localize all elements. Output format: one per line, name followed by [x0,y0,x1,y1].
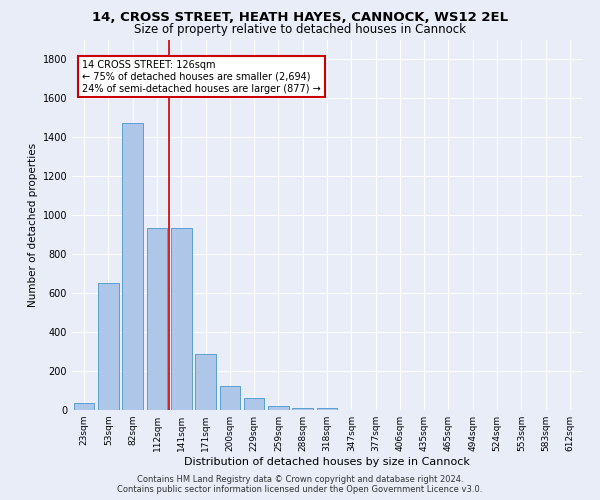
Bar [268,406,289,410]
Bar [220,386,240,410]
Text: Contains HM Land Registry data © Crown copyright and database right 2024.
Contai: Contains HM Land Registry data © Crown c… [118,474,482,494]
Bar [317,408,337,410]
X-axis label: Distribution of detached houses by size in Cannock: Distribution of detached houses by size … [184,457,470,467]
Bar [122,123,143,410]
Text: Size of property relative to detached houses in Cannock: Size of property relative to detached ho… [134,22,466,36]
Bar [146,228,167,410]
Bar [244,398,265,410]
Bar [74,402,94,410]
Text: 14 CROSS STREET: 126sqm
← 75% of detached houses are smaller (2,694)
24% of semi: 14 CROSS STREET: 126sqm ← 75% of detache… [82,60,321,94]
Bar [171,228,191,410]
Bar [98,284,119,410]
Bar [292,408,313,410]
Y-axis label: Number of detached properties: Number of detached properties [28,143,38,307]
Text: 14, CROSS STREET, HEATH HAYES, CANNOCK, WS12 2EL: 14, CROSS STREET, HEATH HAYES, CANNOCK, … [92,11,508,24]
Bar [195,354,216,410]
